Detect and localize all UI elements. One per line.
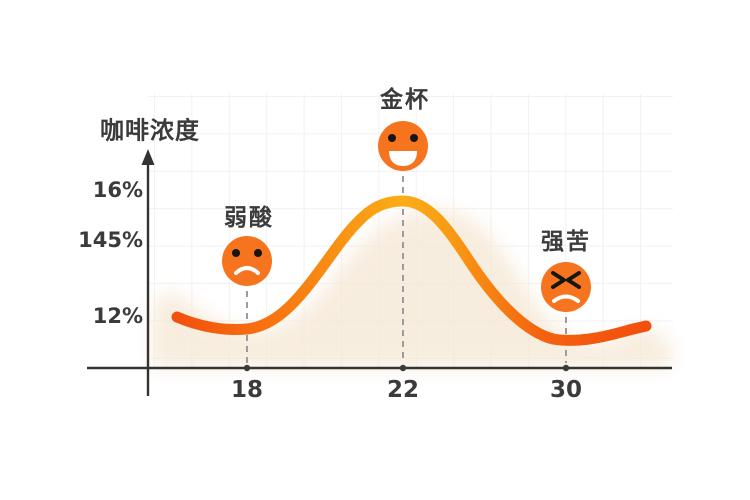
y-axis-arrow-icon — [141, 149, 155, 165]
annotation-golden-label: 金杯 — [380, 87, 430, 113]
angry-face-icon — [541, 262, 591, 312]
annotation-bitter-label: 强苦 — [541, 229, 591, 255]
y-tick-145: 145% — [78, 228, 143, 252]
y-tick-12: 12% — [92, 304, 143, 328]
axis-dot-22 — [399, 364, 407, 372]
area-glow — [152, 208, 671, 368]
happy-face-icon — [378, 121, 428, 171]
x-tick-30: 30 — [549, 377, 583, 403]
axis-dot-18 — [243, 364, 251, 372]
axes — [87, 149, 672, 396]
y-tick-16: 16% — [92, 178, 143, 202]
annotation-sour-label: 弱酸 — [224, 205, 274, 231]
x-tick-22: 22 — [386, 377, 420, 403]
y-axis-title: 咖啡浓度 — [100, 116, 200, 145]
concentration-curve — [171, 195, 652, 346]
x-tick-18: 18 — [230, 377, 264, 403]
axis-dot-30 — [562, 364, 570, 372]
sad-face-icon — [222, 236, 272, 286]
